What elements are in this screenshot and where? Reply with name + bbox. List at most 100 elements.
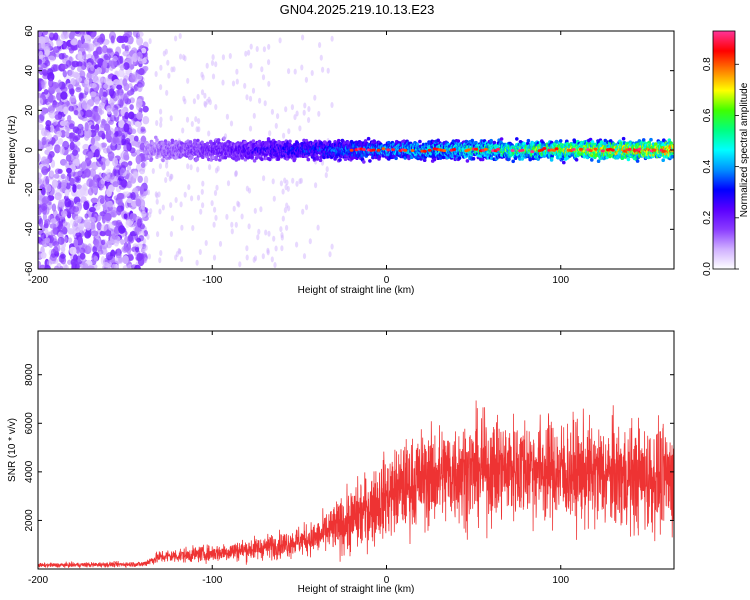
- heatmap-cell: [90, 124, 96, 130]
- heatmap-cell: [47, 174, 55, 181]
- heatmap-cell: [281, 188, 285, 195]
- heatmap-cell: [456, 139, 461, 143]
- heatmap-cell: [87, 187, 94, 196]
- heatmap-cell: [172, 66, 176, 73]
- heatmap-cell: [64, 234, 69, 244]
- heatmap-cell: [185, 116, 190, 123]
- heatmap-cell: [243, 82, 247, 89]
- heatmap-cell: [186, 163, 190, 170]
- heatmap-cell: [52, 134, 59, 142]
- heatmap-cell: [98, 107, 103, 116]
- heatmap-cell: [97, 130, 105, 138]
- heatmap-cell: [377, 155, 382, 159]
- heatmap-cell: [40, 203, 48, 211]
- heatmap-cell: [122, 265, 129, 269]
- heatmap-cell: [80, 196, 87, 203]
- heatmap-cell: [113, 103, 122, 109]
- heatmap-cell: [210, 60, 215, 66]
- heatmap-cell: [38, 177, 43, 185]
- heatmap-cell: [276, 157, 281, 161]
- heatmap-cell: [191, 225, 195, 231]
- heatmap-cell: [81, 100, 87, 109]
- heatmap-cell: [225, 113, 229, 120]
- heatmap-cell: [53, 173, 60, 179]
- heatmap-cell: [177, 247, 181, 254]
- heatmap-cell: [179, 53, 183, 60]
- heatmap-cell: [186, 77, 190, 84]
- heatmap-cell: [79, 111, 84, 117]
- heatmap-cell: [118, 92, 125, 102]
- heatmap-cell: [330, 243, 334, 250]
- heatmap-cell: [105, 252, 114, 261]
- heatmap-cell: [204, 240, 208, 246]
- heatmap-cell: [240, 213, 244, 220]
- heatmap-cell: [316, 224, 320, 231]
- heatmap-cell: [262, 175, 266, 182]
- heatmap-cell: [161, 158, 165, 163]
- heatmap-cell: [52, 119, 58, 126]
- heatmap-cell: [212, 221, 216, 228]
- heatmap-cell: [57, 236, 65, 245]
- heatmap-cell: [267, 230, 271, 237]
- heatmap-cell: [121, 43, 126, 49]
- heatmap-cell: [158, 163, 162, 170]
- heatmap-cell: [38, 153, 41, 163]
- heatmap-cell: [38, 215, 42, 225]
- heatmap-cell: [63, 264, 69, 269]
- heatmap-cell: [118, 68, 125, 78]
- heatmap-cell: [49, 32, 54, 38]
- heatmap-cell: [111, 233, 119, 240]
- heatmap-cell: [46, 68, 54, 77]
- heatmap-cell: [251, 139, 256, 143]
- heatmap-cell: [214, 61, 218, 68]
- heatmap-cell: [69, 141, 75, 151]
- heatmap-cell: [328, 251, 332, 258]
- heatmap-cell: [122, 255, 129, 265]
- heatmap-cell: [38, 43, 45, 51]
- heatmap-cell: [60, 91, 68, 100]
- heatmap-cell: [99, 197, 105, 204]
- heatmap-cell: [61, 181, 67, 188]
- heatmap-cell: [302, 253, 307, 260]
- heatmap-cell: [258, 97, 262, 104]
- heatmap-cell: [124, 31, 130, 35]
- heatmap-cell: [263, 100, 267, 107]
- heatmap-cell: [321, 66, 325, 73]
- heatmap-cell: [81, 160, 87, 170]
- heatmap-cell: [170, 215, 174, 222]
- heatmap-cell: [159, 64, 163, 71]
- heatmap-cell: [121, 138, 127, 146]
- heatmap-cell: [59, 225, 67, 234]
- heatmap-cell: [313, 94, 317, 101]
- heatmap-cell: [79, 252, 86, 260]
- heatmap-cell: [155, 198, 159, 205]
- heatmap-cell: [69, 88, 75, 97]
- heatmap-cell: [126, 90, 134, 96]
- heatmap-cell: [281, 215, 285, 222]
- heatmap-cell: [260, 66, 264, 73]
- heatmap-cell: [169, 231, 173, 237]
- heatmap-cell: [126, 245, 132, 255]
- heatmap-cell: [139, 168, 146, 175]
- heatmap-cell: [65, 154, 72, 162]
- heatmap-cell: [89, 82, 97, 89]
- heatmap-cell: [69, 246, 77, 255]
- heatmap-cell: [85, 221, 92, 231]
- heatmap-cell: [59, 120, 67, 127]
- heatmap-cell: [218, 240, 223, 247]
- heatmap-cell: [330, 35, 334, 42]
- heatmap-cell: [159, 108, 163, 115]
- heatmap-cell: [47, 259, 53, 267]
- heatmap-cell: [266, 137, 271, 141]
- heatmap-cell: [211, 155, 215, 159]
- heatmap-cell: [59, 265, 64, 269]
- heatmap-cell: [249, 62, 253, 69]
- heatmap-cell: [274, 122, 278, 129]
- chart-title: GN04.2025.219.10.13.E23: [280, 2, 435, 17]
- heatmap-cell: [57, 138, 64, 145]
- heatmap-cell: [77, 102, 84, 112]
- heatmap-cell: [180, 224, 184, 231]
- heatmap-cell: [102, 203, 108, 211]
- heatmap-cell: [41, 81, 47, 90]
